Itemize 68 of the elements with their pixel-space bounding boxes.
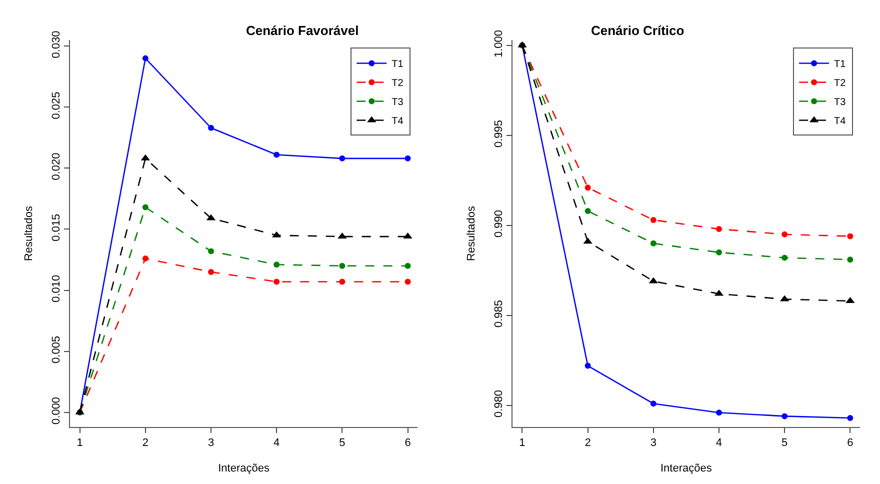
point xyxy=(782,254,788,261)
y-tick-label: 0.995 xyxy=(493,120,505,148)
x-tick-label: 2 xyxy=(142,437,148,450)
legend-label: T4 xyxy=(392,116,404,128)
legend-label: T2 xyxy=(834,78,846,90)
x-axis-title: Interações xyxy=(660,462,712,474)
x-tick-label: 3 xyxy=(650,437,656,450)
point xyxy=(142,256,148,262)
y-tick-label: 0.010 xyxy=(50,274,63,302)
point xyxy=(404,155,411,162)
point xyxy=(274,262,280,268)
point xyxy=(847,233,854,240)
x-tick-label: 1 xyxy=(76,437,83,450)
x-tick-label: 2 xyxy=(584,437,591,450)
y-tick-label: 0.990 xyxy=(493,210,505,238)
chart-title: Cenário Crítico xyxy=(591,23,684,38)
point xyxy=(847,256,854,263)
point xyxy=(404,262,411,269)
x-tick-label: 6 xyxy=(847,437,854,450)
point xyxy=(274,152,280,158)
x-tick-label: 1 xyxy=(519,437,526,450)
point xyxy=(142,204,148,210)
point xyxy=(339,262,346,269)
point xyxy=(782,413,788,420)
y-tick-label: 0.020 xyxy=(50,152,63,180)
y-tick-label: 0.030 xyxy=(50,30,63,58)
point xyxy=(716,410,722,416)
point xyxy=(650,400,656,407)
point xyxy=(208,124,214,131)
point xyxy=(339,155,346,162)
x-tick-label: 5 xyxy=(782,437,788,450)
chart-title: Cenário Favorável xyxy=(246,23,359,38)
legend-label: T1 xyxy=(834,59,846,70)
y-tick-label: 0.025 xyxy=(50,92,63,120)
x-tick-label: 4 xyxy=(716,437,722,450)
point xyxy=(584,362,591,369)
y-tick-label: 0.985 xyxy=(493,300,505,328)
point xyxy=(782,231,788,238)
x-tick-label: 3 xyxy=(208,437,214,450)
point xyxy=(847,415,854,421)
legend-label: T1 xyxy=(392,59,404,70)
point xyxy=(584,208,591,214)
y-tick-label: 0.005 xyxy=(50,336,63,364)
y-axis-title: Resultados xyxy=(23,205,36,262)
y-tick-label: 0.015 xyxy=(50,214,63,242)
point xyxy=(650,240,656,246)
x-tick-label: 4 xyxy=(274,437,280,450)
y-tick-label: 1.000 xyxy=(493,30,505,58)
point xyxy=(716,226,722,232)
x-tick-label: 6 xyxy=(404,437,411,450)
legend-label: T3 xyxy=(834,97,846,108)
point xyxy=(716,249,722,256)
legend-label: T2 xyxy=(392,78,404,90)
point xyxy=(208,268,214,275)
legend-label: T4 xyxy=(834,116,846,128)
point xyxy=(274,278,280,285)
x-tick-label: 5 xyxy=(339,437,346,450)
point xyxy=(339,278,346,285)
point xyxy=(142,55,148,62)
y-axis-title: Resultados xyxy=(466,205,478,262)
y-tick-label: 0.000 xyxy=(50,396,63,424)
x-axis-title: Interações xyxy=(218,462,270,474)
point xyxy=(584,184,591,191)
y-tick-label: 0.980 xyxy=(493,390,505,418)
point xyxy=(404,278,411,285)
point xyxy=(650,217,656,223)
point xyxy=(208,248,214,254)
legend-label: T3 xyxy=(392,97,404,108)
